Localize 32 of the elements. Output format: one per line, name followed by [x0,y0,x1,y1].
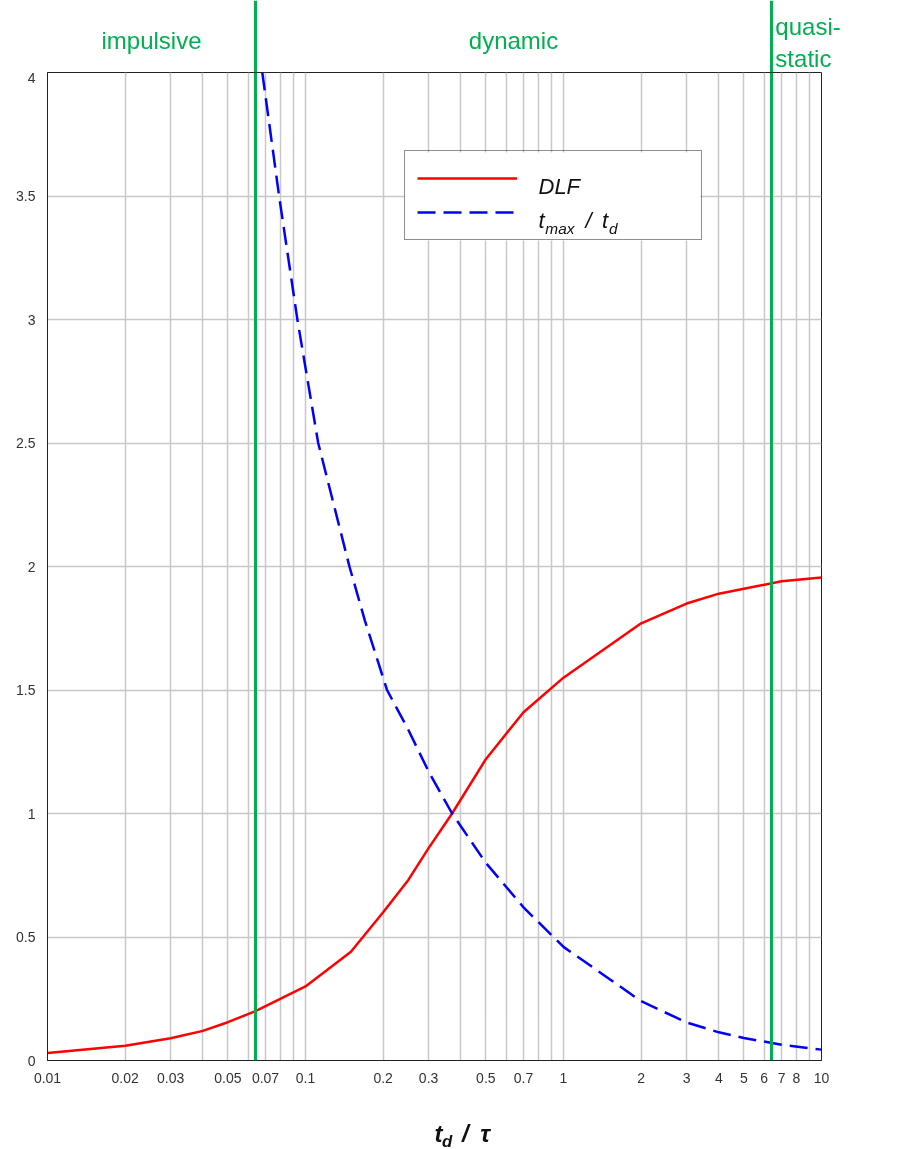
x-tick-label: 7 [777,1069,786,1086]
text: dynamic [468,26,559,54]
y-tick-label: 1.5 [16,682,36,698]
x-tick-label: 2 [637,1069,646,1086]
x-tick-label: 3 [682,1069,691,1086]
x-tick-label: 4 [714,1069,723,1086]
x-tick-label: 0.07 [251,1069,280,1086]
text: impulsive [101,26,202,54]
legend-label: DLF [538,174,582,199]
y-tick-label: 1 [27,805,36,822]
x-tick-label: 6 [760,1069,769,1086]
y-tick-label: 0.5 [16,929,36,945]
x-tick-label: 0.05 [214,1069,242,1086]
x-tick-label: 0.02 [111,1069,139,1086]
y-tick-label: 3 [27,311,36,328]
y-tick-label: 3.5 [16,188,36,204]
x-tick-label: 0.7 [513,1069,534,1086]
x-tick-label: 1 [559,1069,568,1086]
x-tick-label: 0.1 [295,1069,316,1086]
x-tick-label: 0.03 [156,1069,185,1086]
x-tick-label: 0.3 [418,1069,439,1086]
x-tick-label: 5 [739,1069,748,1086]
y-tick-label: 2 [27,558,36,575]
y-tick-label: 0 [27,1052,36,1069]
text: quasi- static [775,13,841,73]
x-tick-label: 0.5 [476,1069,496,1086]
y-tick-label: 2.5 [16,435,36,451]
x-tick-label: 0.01 [33,1069,62,1086]
x-tick-label: 10 [813,1069,830,1086]
x-tick-label: 0.2 [373,1069,394,1086]
x-tick-label: 8 [792,1069,801,1086]
y-tick-label: 4 [27,69,36,86]
